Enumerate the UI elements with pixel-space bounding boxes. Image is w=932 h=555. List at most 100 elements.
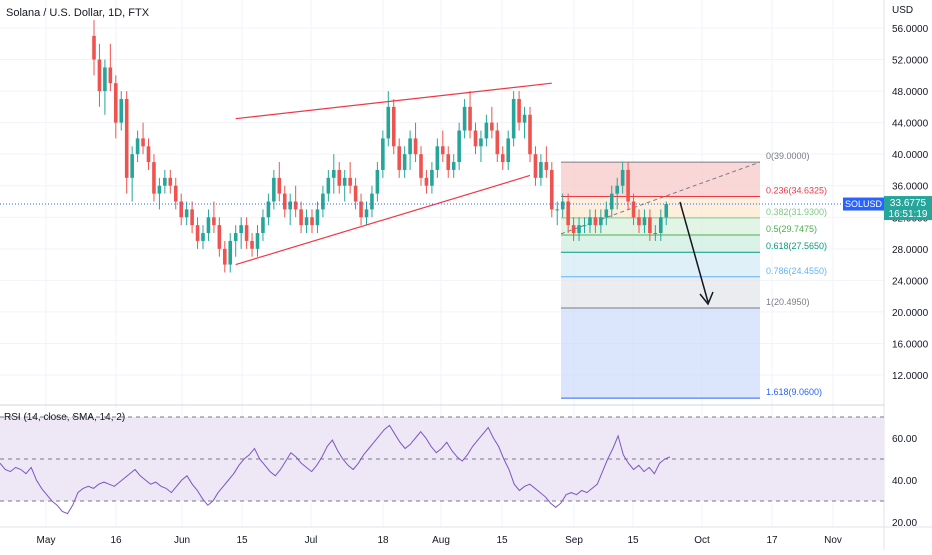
trendline (235, 174, 531, 266)
candle-body (522, 114, 527, 123)
candle-body (430, 169, 434, 186)
price-tick: 24.0000 (892, 276, 929, 287)
rsi-tick: 40.00 (892, 476, 917, 487)
candle-body (419, 154, 423, 178)
candle-body (310, 217, 314, 226)
price-tick: 36.0000 (892, 182, 929, 193)
candle-body (359, 201, 363, 218)
candles (92, 20, 669, 273)
time-tick: Aug (432, 535, 450, 546)
candle-body (119, 98, 124, 123)
candle-body (152, 162, 156, 194)
time-tick: 16 (110, 535, 122, 546)
candle-body (560, 201, 565, 210)
candle-body (664, 204, 669, 218)
price-tick: 44.0000 (892, 119, 929, 130)
trendlines[interactable] (235, 82, 552, 266)
time-tick: 15 (496, 535, 508, 546)
candle-body (146, 146, 151, 163)
symbol-label: SOLUSD (845, 199, 883, 209)
fib-zone (561, 308, 760, 399)
candle-body (457, 130, 461, 163)
candle-body (495, 130, 500, 155)
fibonacci-retracement[interactable]: 0(39.0000) 0.236(34.6325) 0.382(31.9300) 0.… (560, 151, 827, 399)
projection-arrow[interactable] (679, 201, 709, 303)
candle-body (582, 225, 587, 227)
candle-body (261, 217, 265, 234)
candle-body (386, 106, 391, 139)
candle-body (348, 177, 352, 186)
bar-countdown: 16:51:19 (889, 209, 928, 220)
candle-body (233, 233, 238, 241)
arrow-head-icon (699, 291, 714, 306)
current-price-value: 33.6775 (890, 198, 927, 209)
candle-body (282, 193, 287, 210)
candle-body (544, 162, 549, 170)
current-price-badge (884, 196, 932, 221)
candle-body (277, 177, 282, 194)
candle-body (108, 67, 113, 84)
price-tick: 48.0000 (892, 87, 929, 98)
candle-body (609, 193, 614, 210)
fib-level-label: 1.618(9.0600) (766, 387, 822, 397)
candle-body (135, 138, 140, 155)
candle-body (266, 201, 271, 218)
candle-body (402, 154, 407, 170)
time-tick: May (37, 535, 56, 546)
time-tick: Sep (565, 535, 583, 546)
candle-body (588, 217, 592, 226)
fib-level-label: 0.236(34.6325) (766, 186, 827, 196)
candle-body (659, 217, 663, 234)
candle-body (468, 106, 472, 131)
candle-body (599, 217, 603, 226)
candle-body (506, 138, 510, 163)
rsi-tick: 60.00 (892, 434, 917, 445)
candle-body (555, 209, 560, 211)
candle-body (332, 169, 336, 178)
candle-body (577, 225, 581, 234)
fib-level-label: 0.618(27.5650) (766, 241, 827, 251)
fib-zone (561, 235, 760, 253)
candle-body (631, 201, 636, 218)
rsi-pane: 60.00 40.00 20.00 (0, 416, 917, 529)
price-tick: 16.0000 (892, 339, 929, 350)
fib-zone (561, 276, 760, 309)
candle-body (408, 138, 412, 155)
candle-body (391, 106, 396, 147)
price-tick: 12.0000 (892, 371, 929, 382)
candle-body (288, 201, 292, 210)
time-tick: 18 (377, 535, 389, 546)
chart-title: Solana / U.S. Dollar, 1D, FTX (6, 7, 150, 19)
candle-body (223, 248, 227, 265)
candle-body (321, 193, 325, 210)
candle-body (446, 154, 451, 170)
time-tick: Nov (824, 535, 842, 546)
candle-body (648, 217, 652, 234)
candle-body (571, 225, 576, 234)
fib-level-label: 1(20.4950) (766, 297, 810, 307)
candle-body (97, 59, 102, 92)
time-tick: 15 (627, 535, 639, 546)
candle-body (190, 209, 194, 226)
fib-zone (561, 252, 760, 277)
candle-body (473, 130, 478, 147)
candle-body (637, 217, 641, 226)
time-axis[interactable]: May 16 Jun 15 Jul 18 Aug 15 Sep 15 Oct 17 Nov (37, 535, 842, 546)
symbol-badge (843, 197, 884, 211)
rsi-tick: 20.00 (892, 518, 917, 529)
price-tick: 52.0000 (892, 56, 929, 67)
candle-body (462, 106, 467, 131)
candle-body (141, 138, 145, 147)
time-tick: 17 (766, 535, 778, 546)
candle-body (653, 233, 658, 235)
candle-body (304, 217, 309, 226)
candle-body (604, 209, 609, 218)
candle-body (642, 217, 647, 226)
time-tick: Jun (174, 535, 190, 546)
candle-body (550, 169, 554, 210)
candle-body (413, 138, 418, 155)
time-tick: Jul (305, 535, 318, 546)
candle-body (114, 83, 118, 123)
